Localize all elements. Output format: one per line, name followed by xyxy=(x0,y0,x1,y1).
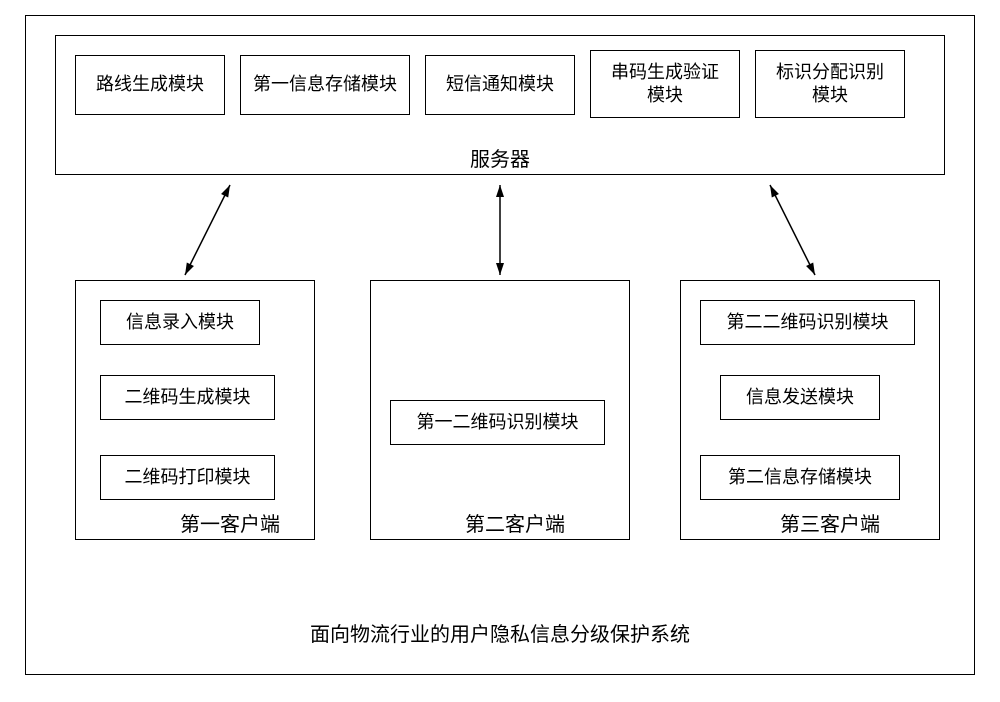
server-module-3: 串码生成验证模块 xyxy=(590,50,740,118)
client-1-module-0: 第一二维码识别模块 xyxy=(390,400,605,445)
server-module-2: 短信通知模块 xyxy=(425,55,575,115)
server-label: 服务器 xyxy=(300,143,700,172)
client-2-module-1: 信息发送模块 xyxy=(720,375,880,420)
client-0-module-2: 二维码打印模块 xyxy=(100,455,275,500)
diagram-canvas: 路线生成模块第一信息存储模块短信通知模块串码生成验证模块标识分配识别模块服务器信… xyxy=(0,0,1000,702)
client-label-2: 第三客户端 xyxy=(630,508,1000,537)
server-module-0: 路线生成模块 xyxy=(75,55,225,115)
server-module-4: 标识分配识别模块 xyxy=(755,50,905,118)
diagram-title: 面向物流行业的用户隐私信息分级保护系统 xyxy=(300,618,700,647)
client-2-module-0: 第二二维码识别模块 xyxy=(700,300,915,345)
client-0-module-1: 二维码生成模块 xyxy=(100,375,275,420)
client-2-module-2: 第二信息存储模块 xyxy=(700,455,900,500)
client-0-module-0: 信息录入模块 xyxy=(100,300,260,345)
server-module-1: 第一信息存储模块 xyxy=(240,55,410,115)
